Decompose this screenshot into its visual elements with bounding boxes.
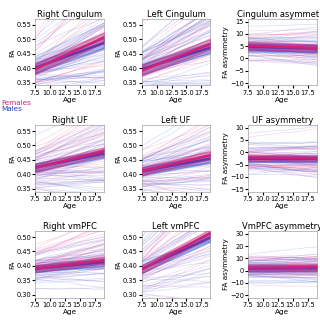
Title: Right Cingulum: Right Cingulum [37,10,102,19]
X-axis label: Age: Age [169,97,183,103]
Title: Left vmPFC: Left vmPFC [152,222,200,231]
Y-axis label: FA asymmetry: FA asymmetry [223,132,229,184]
Y-axis label: FA: FA [9,154,15,163]
Title: Cingulum asymmet...: Cingulum asymmet... [237,10,320,19]
Y-axis label: FA: FA [9,48,15,57]
Y-axis label: FA asymmetry: FA asymmetry [223,27,229,78]
X-axis label: Age: Age [62,309,76,315]
Text: Females: Females [2,100,31,106]
Title: Left UF: Left UF [161,116,191,125]
X-axis label: Age: Age [62,97,76,103]
Text: Males: Males [2,106,22,112]
Y-axis label: FA: FA [9,260,15,269]
Y-axis label: FA: FA [115,154,121,163]
X-axis label: Age: Age [276,97,290,103]
Y-axis label: FA asymmetry: FA asymmetry [223,239,228,290]
X-axis label: Age: Age [62,203,76,209]
Title: VmPFC asymmetry: VmPFC asymmetry [242,222,320,231]
X-axis label: Age: Age [169,203,183,209]
Title: Right vmPFC: Right vmPFC [43,222,96,231]
X-axis label: Age: Age [169,309,183,315]
Y-axis label: FA: FA [115,260,121,269]
Title: Left Cingulum: Left Cingulum [147,10,205,19]
Title: Right UF: Right UF [52,116,87,125]
Title: UF asymmetry: UF asymmetry [252,116,313,125]
Y-axis label: FA: FA [115,48,121,57]
X-axis label: Age: Age [276,203,290,209]
X-axis label: Age: Age [276,309,290,315]
